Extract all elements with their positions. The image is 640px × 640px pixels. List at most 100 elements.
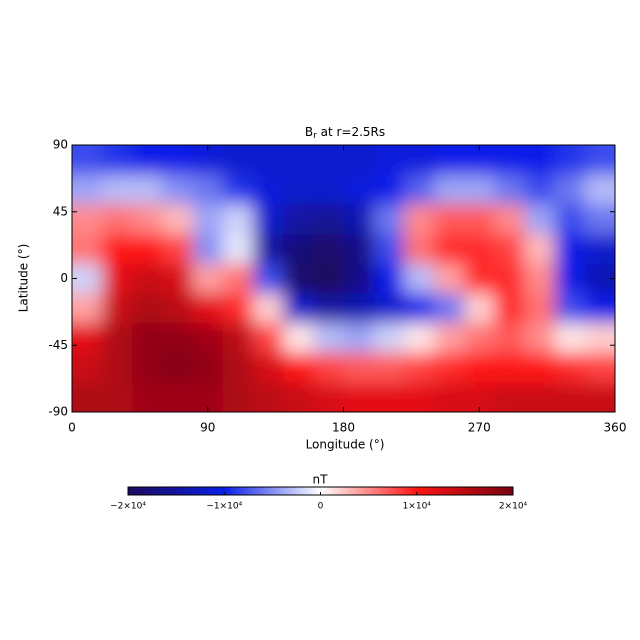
cell (434, 234, 465, 265)
colorbar-label: nT (313, 473, 329, 487)
cell (72, 323, 103, 354)
cell (162, 323, 194, 354)
cell (584, 293, 615, 324)
cell (253, 234, 284, 265)
cell (313, 263, 344, 294)
cell (343, 323, 375, 354)
cell (222, 234, 254, 265)
cell (494, 382, 525, 412)
cell (162, 293, 194, 324)
cell (373, 293, 405, 324)
cell (283, 234, 314, 265)
x-tick-label: 0 (68, 421, 76, 435)
cell (283, 263, 314, 294)
cell (72, 352, 103, 383)
cell (192, 145, 224, 176)
cell (584, 204, 615, 235)
cell (72, 293, 103, 324)
y-axis-label: Latitude (°) (17, 244, 31, 313)
cell (343, 263, 375, 294)
cell (524, 234, 556, 265)
x-tick-label: 90 (200, 421, 215, 435)
cell (464, 145, 495, 176)
cell (192, 263, 224, 294)
cell (554, 352, 586, 383)
cell (464, 204, 495, 235)
x-axis-label: Longitude (°) (306, 438, 385, 452)
cell (283, 323, 314, 354)
cell (434, 323, 465, 354)
cell (494, 174, 525, 205)
cell (132, 323, 163, 354)
cell (102, 352, 133, 383)
cell (434, 174, 465, 205)
y-tick-label: 0 (60, 271, 68, 285)
cell (253, 204, 284, 235)
cell (253, 174, 284, 205)
cell (494, 263, 525, 294)
cell (72, 174, 103, 205)
cell (102, 382, 133, 412)
cell (343, 352, 375, 383)
cell (283, 204, 314, 235)
y-tick-label: 90 (53, 138, 68, 152)
cell (162, 382, 194, 412)
cell (524, 352, 556, 383)
cell (434, 382, 465, 412)
cell (403, 263, 435, 294)
cell (373, 204, 405, 235)
cell (102, 234, 133, 265)
cell (494, 293, 525, 324)
cell (373, 323, 405, 354)
cell (283, 293, 314, 324)
cell (494, 204, 525, 235)
cell (494, 145, 525, 176)
colorbar-tick-label: 2×10⁴ (499, 502, 528, 512)
cell (253, 293, 284, 324)
cell (403, 382, 435, 412)
cell (343, 204, 375, 235)
cell (222, 204, 254, 235)
cell (464, 263, 495, 294)
cell (253, 263, 284, 294)
cell (222, 382, 254, 412)
cell (72, 145, 103, 176)
x-tick-label: 360 (604, 421, 627, 435)
cell (132, 145, 163, 176)
cell (554, 145, 586, 176)
cell (102, 263, 133, 294)
cell (403, 323, 435, 354)
cell (554, 174, 586, 205)
cell (313, 145, 344, 176)
x-tick-label: 270 (468, 421, 491, 435)
cell (132, 174, 163, 205)
cell (584, 352, 615, 383)
cell (102, 174, 133, 205)
colorbar-tick-label: −2×10⁴ (110, 502, 146, 512)
cell (222, 352, 254, 383)
cell (524, 174, 556, 205)
cell (72, 263, 103, 294)
cell (283, 145, 314, 176)
cell (584, 174, 615, 205)
cell (373, 145, 405, 176)
cell (162, 352, 194, 383)
cell (554, 263, 586, 294)
cell (192, 234, 224, 265)
cell (584, 382, 615, 412)
cell (72, 204, 103, 235)
cell (102, 323, 133, 354)
cell (102, 204, 133, 235)
cell (554, 293, 586, 324)
cell (313, 382, 344, 412)
cell (464, 174, 495, 205)
cell (192, 323, 224, 354)
cell (222, 174, 254, 205)
chart-title: Br at r=2.5Rs (305, 125, 385, 141)
cell (434, 263, 465, 294)
cell (162, 204, 194, 235)
cell (162, 263, 194, 294)
cell (434, 293, 465, 324)
cell (222, 263, 254, 294)
cell (584, 323, 615, 354)
